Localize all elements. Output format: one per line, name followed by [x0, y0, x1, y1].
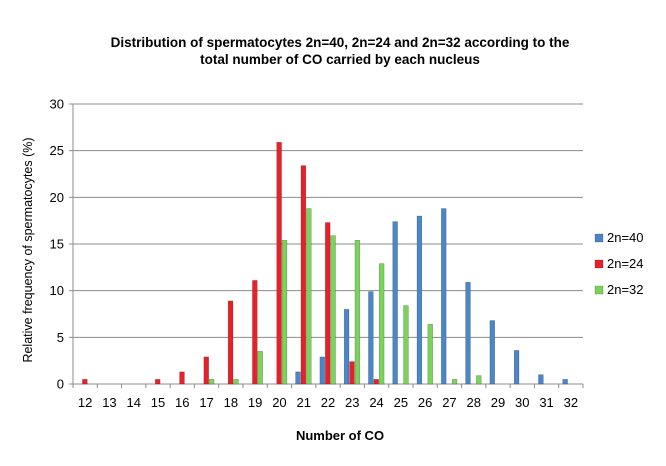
legend-label: 2n=24 [607, 256, 644, 271]
x-tick-label: 32 [564, 395, 578, 410]
bar-2n=24 [155, 379, 161, 385]
bar-2n=24 [276, 142, 282, 385]
bar-2n=24 [349, 361, 355, 385]
bar-2n=32 [379, 263, 385, 385]
x-axis-label: Number of CO [295, 428, 385, 443]
x-tick-label: 31 [539, 395, 553, 410]
bar-2n=40 [489, 320, 495, 385]
bar-2n=40 [319, 356, 325, 385]
legend-label: 2n=40 [607, 230, 644, 245]
legend-swatch [594, 259, 604, 269]
y-tick-label: 20 [50, 190, 64, 205]
x-tick-label: 13 [102, 395, 116, 410]
bar-2n=32 [476, 375, 482, 385]
y-tick-label: 15 [50, 237, 64, 252]
x-tick-label: 28 [466, 395, 480, 410]
x-tick-label: 27 [442, 395, 456, 410]
bar-2n=40 [441, 208, 447, 385]
bar-2n=40 [416, 215, 423, 385]
x-tick-label: 17 [199, 395, 213, 410]
bar-2n=24 [325, 222, 331, 385]
bar-2n=24 [203, 356, 209, 385]
bar-2n=40 [392, 221, 398, 385]
x-tick-label: 19 [248, 395, 262, 410]
x-tick-label: 24 [369, 395, 383, 410]
x-tick-label: 18 [224, 395, 238, 410]
bar-2n=24 [252, 280, 258, 385]
bar-2n=24 [82, 379, 88, 385]
bar-2n=40 [513, 350, 520, 385]
bar-2n=40 [538, 374, 544, 385]
x-tick-label: 23 [345, 395, 359, 410]
bar-2n=40 [343, 309, 350, 385]
bar-2n=32 [330, 235, 336, 385]
bar-2n=40 [465, 282, 471, 385]
bar-2n=40 [295, 371, 301, 385]
x-tick-label: 30 [515, 395, 529, 410]
chart-title: Distribution of spermatocytes 2n=40, 2n=… [40, 34, 640, 68]
y-tick-label: 5 [57, 330, 64, 345]
x-tick-label: 29 [491, 395, 505, 410]
bar-2n=32 [281, 240, 288, 385]
y-tick-label: 25 [50, 143, 64, 158]
bar-2n=32 [257, 351, 263, 385]
x-tick-label: 25 [394, 395, 408, 410]
legend-label: 2n=32 [607, 282, 644, 297]
x-tick-label: 14 [126, 395, 140, 410]
bar-2n=32 [209, 379, 215, 385]
y-tick-label: 30 [50, 97, 64, 112]
y-tick-label: 0 [57, 377, 64, 392]
x-tick-label: 21 [296, 395, 310, 410]
x-tick-label: 20 [272, 395, 286, 410]
bar-2n=24 [179, 371, 185, 385]
chart-title-line-1: Distribution of spermatocytes 2n=40, 2n=… [110, 35, 570, 50]
bar-2n=32 [403, 305, 409, 385]
x-tick-label: 26 [418, 395, 432, 410]
x-tick-label: 12 [78, 395, 92, 410]
x-tick-label: 22 [321, 395, 335, 410]
y-tick-label: 10 [50, 283, 64, 298]
bar-2n=32 [354, 240, 361, 385]
x-tick-label: 16 [175, 395, 189, 410]
bar-2n=24 [373, 379, 379, 385]
legend-swatch [594, 233, 604, 243]
legend-swatch [594, 285, 604, 295]
y-axis-label: Relative frequency of spermatocytes (%) [21, 137, 35, 363]
bar-2n=40 [562, 379, 568, 385]
bar-2n=32 [306, 208, 312, 385]
bar-2n=40 [368, 291, 374, 385]
chart-title-line-2: total number of CO carried by each nucle… [200, 52, 480, 67]
bar-2n=24 [300, 165, 307, 385]
bar-2n=32 [427, 324, 433, 385]
x-tick-label: 15 [151, 395, 165, 410]
bar-2n=32 [451, 379, 458, 385]
bar-2n=24 [227, 300, 234, 385]
bar-2n=32 [233, 379, 239, 385]
